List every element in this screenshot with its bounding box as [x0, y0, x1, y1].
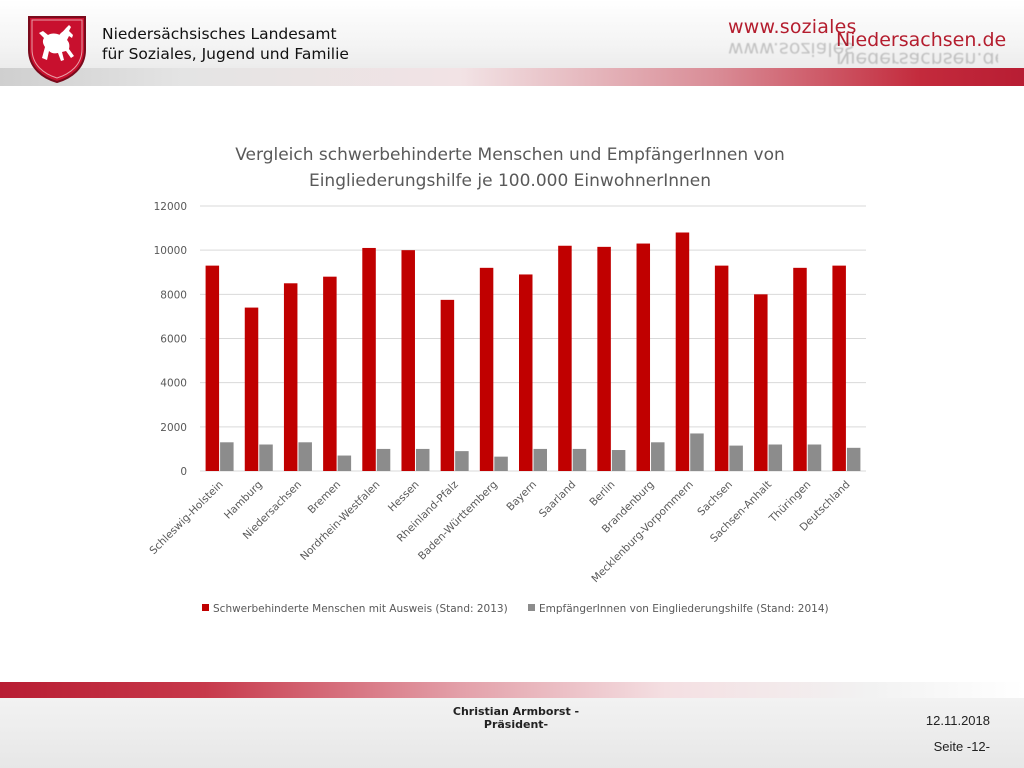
coat-of-arms-horse-icon [28, 16, 86, 84]
legend-label-eingliederungshilfe: EmpfängerInnen von Eingliederungshilfe (… [539, 603, 829, 615]
x-tick-label: Saarland [537, 479, 578, 520]
agency-name-line1: Niedersächsisches Landesamt [102, 25, 337, 43]
footer-accent-band [0, 682, 1024, 698]
bar-eingliederungshilfe [298, 442, 312, 471]
legend-swatch-eingliederungshilfe [528, 604, 535, 611]
chart-title-line1: Vergleich schwerbehinderte Menschen und … [235, 145, 785, 165]
bar-schwerbehinderte [714, 265, 729, 471]
bar-schwerbehinderte [754, 294, 768, 471]
agency-name-line2: für Soziales, Jugend und Familie [102, 45, 349, 63]
x-tick-label: Berlin [587, 479, 617, 509]
website-line2: Niedersachsen.de [836, 29, 1007, 51]
x-tick-label: Baden-Württemberg [416, 479, 500, 563]
bar-eingliederungshilfe [415, 448, 430, 471]
bar-eingliederungshilfe [220, 442, 234, 471]
presenter-line1: Christian Armborst - [452, 705, 580, 718]
x-tick-label: Sachsen [695, 479, 735, 519]
y-tick-label: 12000 [154, 201, 187, 213]
y-tick-label: 0 [180, 466, 187, 478]
x-tick-label: Nordrhein-Westfalen [298, 479, 382, 563]
bar-schwerbehinderte [205, 265, 220, 471]
x-tick-label: Hessen [386, 479, 422, 515]
website-line1: www.soziales [728, 16, 857, 38]
bar-eingliederungshilfe [690, 433, 704, 471]
x-tick-label: Bremen [306, 479, 344, 517]
y-tick-label: 4000 [160, 378, 187, 390]
bar-schwerbehinderte [362, 247, 376, 471]
presenter-name: Christian Armborst - Präsident- [396, 705, 636, 731]
bar-schwerbehinderte [675, 232, 690, 471]
y-tick-label: 8000 [160, 289, 187, 301]
agency-name: Niedersächsisches Landesamt für Soziales… [102, 24, 349, 64]
bar-schwerbehinderte [401, 250, 415, 471]
bar-eingliederungshilfe [533, 448, 547, 471]
bar-schwerbehinderte [323, 276, 337, 471]
bar-schwerbehinderte [283, 283, 298, 471]
footer-bar [0, 698, 1024, 768]
legend-swatch-schwerbehinderte [202, 604, 209, 611]
x-tick-label: Bayern [504, 479, 539, 514]
bar-schwerbehinderte [793, 267, 807, 471]
website-reflection: www.soziales Niedersachsen.de [728, 38, 998, 64]
bar-eingliederungshilfe [337, 455, 352, 471]
bar-schwerbehinderte [479, 267, 494, 471]
presenter-line2: Präsident- [483, 718, 549, 731]
slide-date: 12.11.2018 [925, 713, 990, 728]
bar-schwerbehinderte [244, 307, 259, 471]
bar-eingliederungshilfe [494, 456, 508, 471]
header-accent-band [0, 68, 1024, 86]
bar-eingliederungshilfe [259, 444, 273, 471]
bar-schwerbehinderte [636, 243, 651, 471]
bar-eingliederungshilfe [846, 447, 861, 471]
bar-schwerbehinderte [832, 265, 846, 471]
bar-eingliederungshilfe [376, 448, 391, 471]
y-tick-label: 10000 [154, 245, 187, 257]
page-number: Seite -12- [933, 739, 990, 754]
x-tick-label: Schleswig-Holstein [147, 479, 225, 557]
bar-schwerbehinderte [597, 246, 611, 471]
bar-schwerbehinderte [519, 274, 533, 471]
bar-eingliederungshilfe [651, 442, 665, 471]
bar-eingliederungshilfe [768, 444, 783, 471]
legend-label-schwerbehinderte: Schwerbehinderte Menschen mit Ausweis (S… [213, 603, 508, 615]
bar-eingliederungshilfe [807, 444, 822, 471]
bar-eingliederungshilfe [611, 450, 626, 471]
bar-eingliederungshilfe [572, 448, 587, 471]
y-tick-label: 2000 [160, 422, 187, 434]
chart-title-line2: Eingliederungshilfe je 100.000 Einwohner… [308, 171, 712, 191]
website-logo[interactable]: www.soziales Niedersachsen.de www.sozial… [728, 16, 1006, 66]
bar-schwerbehinderte [558, 245, 572, 471]
bar-eingliederungshilfe [455, 451, 469, 471]
bar-eingliederungshilfe [729, 445, 743, 471]
y-tick-label: 6000 [160, 334, 187, 346]
bar-schwerbehinderte [440, 299, 455, 471]
chart-plot: 0 2000 4000 6000 8000 10000 12000 Schleswig-Hol… [147, 201, 866, 615]
chart-title: Vergleich schwerbehinderte Menschen und … [190, 142, 830, 194]
bar-chart: Vergleich schwerbehinderte Menschen und … [130, 132, 890, 632]
website-reflection-line2: Niedersachsen.de [836, 48, 998, 64]
